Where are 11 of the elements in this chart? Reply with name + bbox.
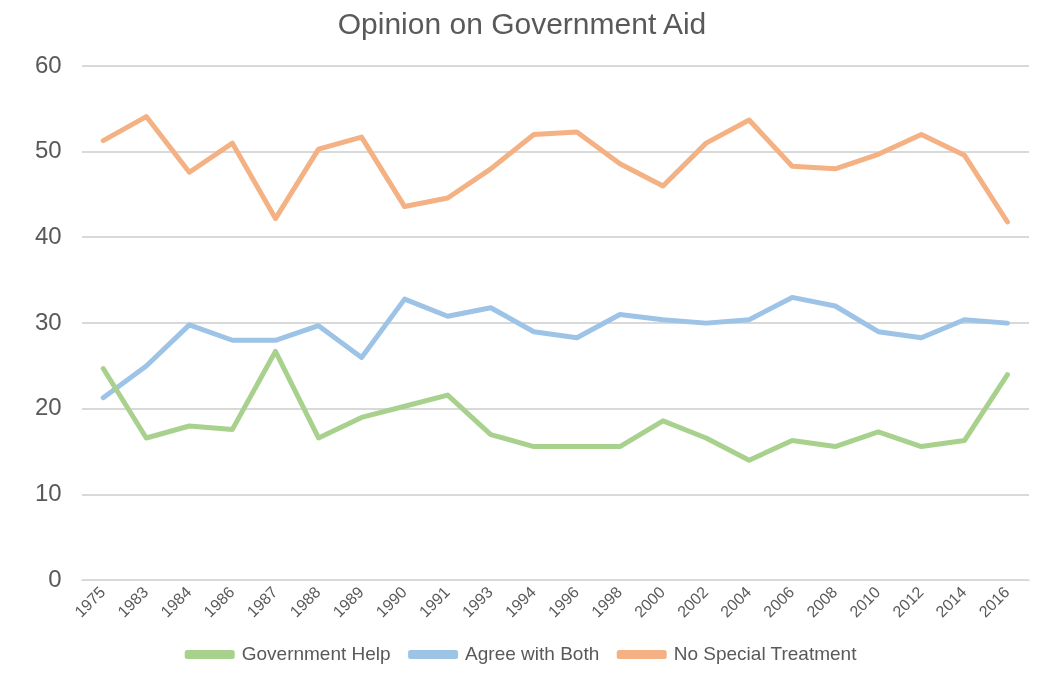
chart-title: Opinion on Government Aid [337, 7, 707, 41]
y-tick-label: 50 [34, 136, 62, 164]
legend-label: Agree with Both [465, 642, 600, 664]
legend-label: No Special Treatment [673, 642, 858, 664]
y-tick-label: 20 [34, 393, 62, 421]
y-tick-label: 0 [48, 564, 62, 592]
y-tick-label: 10 [34, 479, 62, 507]
legend-label: Government Help [241, 642, 391, 664]
y-tick-label: 60 [34, 50, 62, 78]
y-tick-label: 30 [34, 307, 62, 335]
y-tick-label: 40 [34, 222, 62, 250]
